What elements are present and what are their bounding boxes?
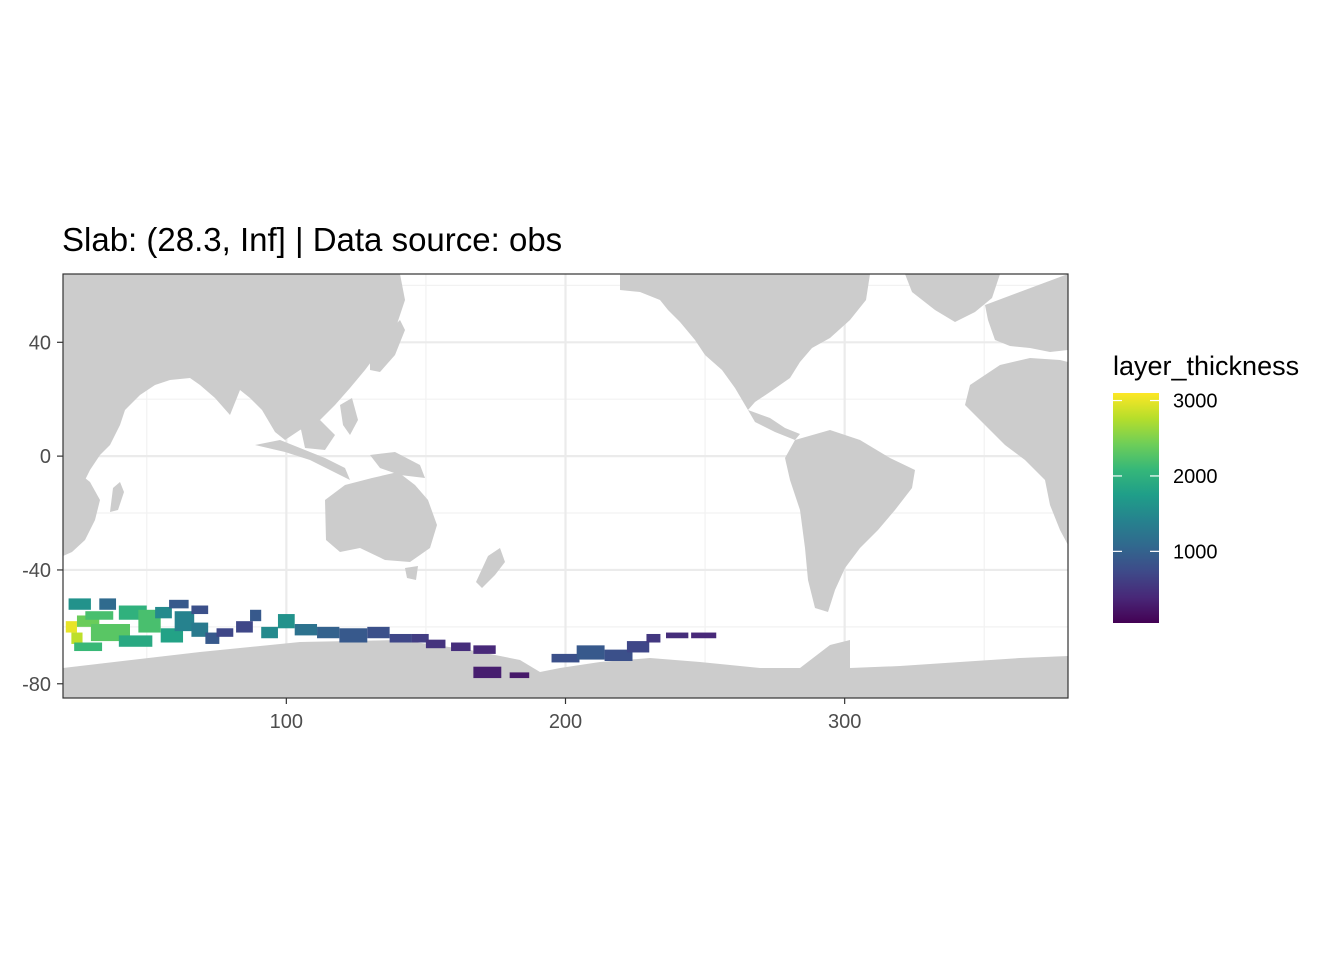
thickness-cell: [666, 632, 689, 639]
landmass-new-zealand: [476, 548, 505, 588]
plot-title: Slab: (28.3, Inf] | Data source: obs: [62, 221, 562, 258]
thickness-cell: [473, 645, 496, 654]
landmass-north-america: [620, 274, 870, 410]
landmass-greenland: [905, 274, 1000, 322]
layer-thickness-cells: [65, 598, 717, 679]
landmass-philippines: [340, 398, 358, 435]
landmass-central-america: [748, 410, 800, 440]
thickness-cell: [389, 633, 412, 643]
legend-break-label: 1000: [1173, 541, 1218, 563]
thickness-cell: [604, 649, 633, 662]
thickness-cell: [691, 632, 717, 639]
thickness-cell: [71, 632, 83, 644]
thickness-cell: [99, 598, 117, 610]
y-tick-label: 0: [40, 446, 51, 468]
thickness-cell: [65, 621, 77, 633]
thickness-cell: [509, 672, 530, 679]
landmass-tasmania: [405, 566, 418, 580]
land-mask: [63, 274, 1068, 698]
thickness-cell: [216, 628, 234, 637]
thickness-cell: [118, 635, 153, 647]
thickness-cell: [236, 621, 253, 633]
landmass-australia: [325, 472, 437, 562]
landmass-antarctica: [63, 640, 1068, 698]
legend-ticks: 3000 2000 1000: [1113, 391, 1218, 563]
thickness-cell: [76, 615, 100, 627]
thickness-cell: [277, 614, 295, 629]
y-tick-label: -40: [22, 560, 51, 582]
thickness-cell: [626, 641, 650, 653]
thickness-cell: [68, 598, 91, 610]
x-tick-label: 300: [828, 711, 861, 733]
thickness-cell: [261, 626, 278, 639]
thickness-cell: [169, 599, 189, 609]
thickness-cell: [367, 626, 390, 639]
x-tick-label: 200: [549, 711, 582, 733]
thickness-cell: [473, 666, 502, 679]
legend-break-label: 3000: [1173, 391, 1218, 413]
landmass-new-guinea: [370, 452, 425, 478]
legend-title: layer_thickness: [1113, 351, 1299, 381]
y-tick-label: -80: [22, 674, 51, 696]
thickness-cell: [205, 632, 220, 644]
thickness-cell: [160, 628, 184, 643]
landmass-madagascar: [110, 482, 124, 512]
landmass-africa-west: [965, 358, 1068, 545]
y-axis: 40 0 -40 -80: [22, 332, 63, 696]
thickness-cell: [294, 624, 318, 636]
thickness-cell: [191, 605, 209, 615]
landmass-indonesia: [255, 440, 350, 480]
legend: layer_thickness 3000 2000 1000: [1113, 351, 1299, 623]
legend-colorbar: [1113, 393, 1159, 623]
thickness-cell: [85, 611, 114, 620]
landmass-africa: [63, 470, 100, 556]
thickness-cell: [191, 622, 209, 637]
landmass-south-america: [785, 430, 915, 612]
x-axis: 100 200 300: [270, 698, 861, 733]
landmass-eurasia: [63, 274, 405, 520]
thickness-cell: [155, 606, 172, 619]
landmass-japan: [370, 320, 405, 372]
thickness-cell: [411, 633, 429, 643]
thickness-cell: [551, 653, 580, 663]
landmass-borneo: [300, 420, 335, 450]
y-tick-label: 40: [29, 332, 51, 354]
thickness-cell: [451, 642, 471, 652]
thickness-cell: [646, 633, 661, 643]
thickness-cell: [174, 611, 195, 632]
x-tick-label: 100: [270, 711, 303, 733]
landmass-europe: [985, 274, 1068, 352]
thickness-cell: [425, 639, 446, 649]
thickness-cell: [74, 642, 103, 652]
thickness-cell: [339, 628, 368, 643]
legend-break-label: 2000: [1173, 466, 1218, 488]
map-panel: [62, 273, 1069, 699]
thickness-cell: [576, 645, 605, 660]
thickness-cell: [317, 626, 340, 639]
thickness-cell: [250, 609, 262, 622]
